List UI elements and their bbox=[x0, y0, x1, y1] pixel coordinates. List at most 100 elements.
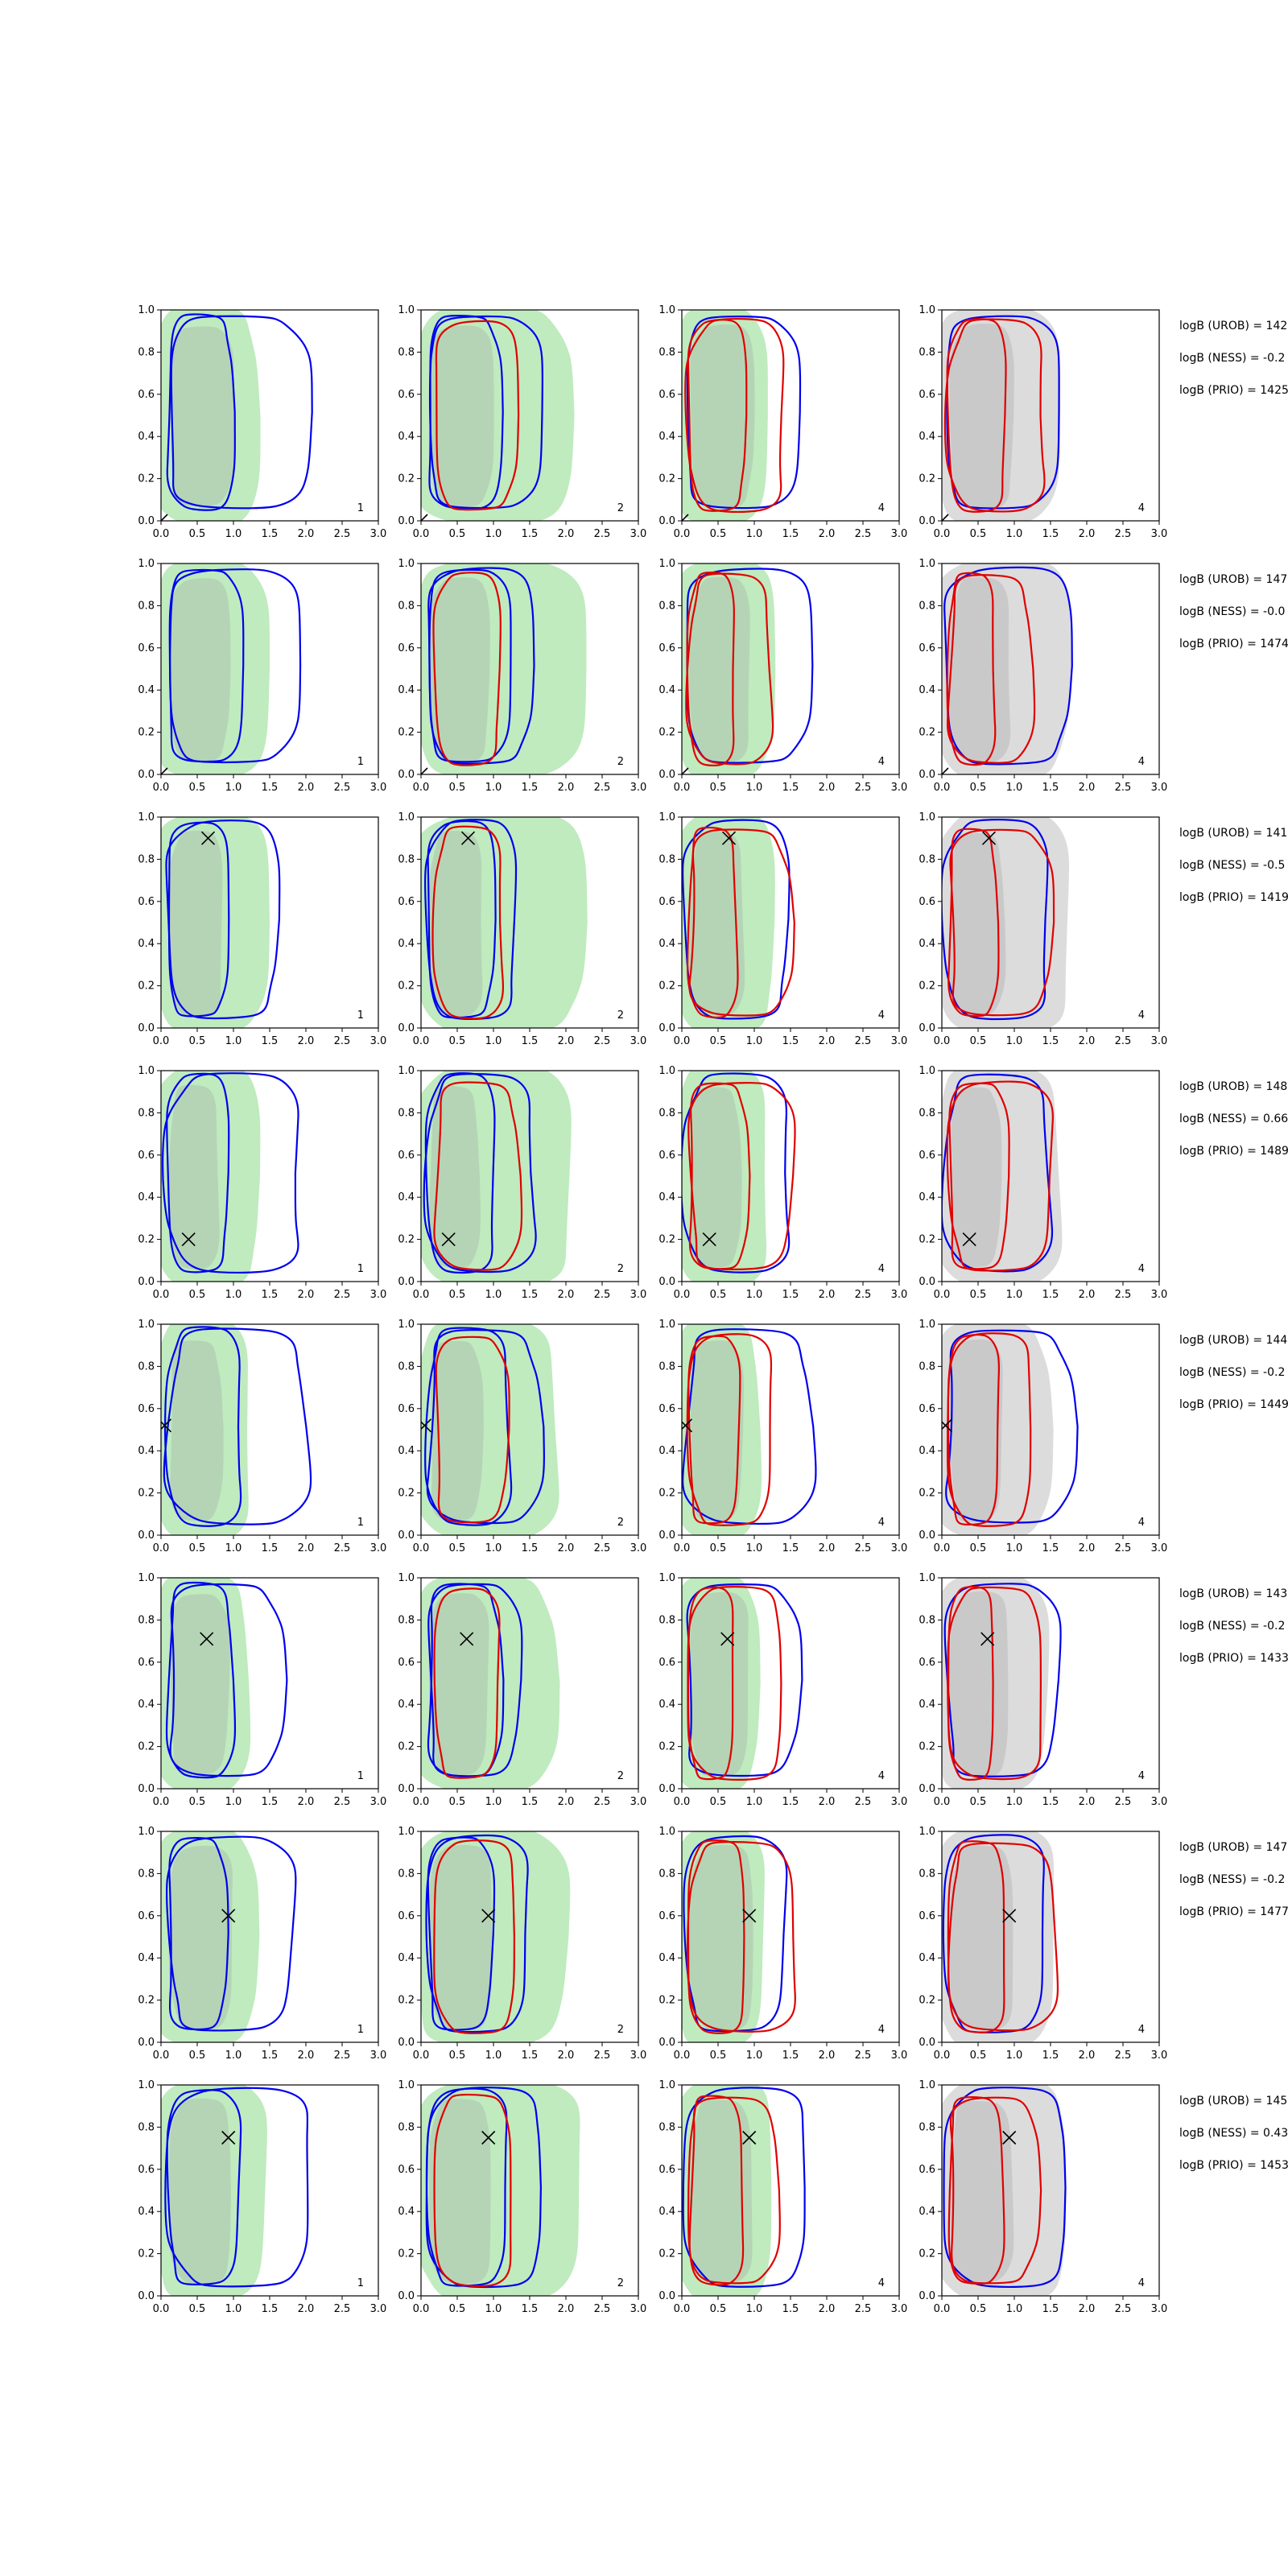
y-tick-label: 1.0 bbox=[138, 1065, 155, 1077]
y-tick-label: 1.0 bbox=[919, 2079, 935, 2091]
contour-blue-out bbox=[426, 1329, 545, 1525]
x-tick-label: 1.5 bbox=[1042, 1796, 1059, 1808]
contour-blue-out bbox=[425, 1834, 529, 2033]
x-tick-label: 3.0 bbox=[630, 782, 647, 794]
x-tick-label: 0.5 bbox=[189, 2303, 206, 2315]
x-tick-label: 1.0 bbox=[1006, 2303, 1023, 2315]
panel-r2-c1: 0.0 0.5 1.0 1.5 2.0 2.5 3.0 0.0 0.2 0.4 0.6 0.8 1.0 1 bbox=[138, 558, 386, 794]
panel-plot-area bbox=[421, 1578, 560, 1789]
x-tick-label: 1.5 bbox=[522, 2303, 539, 2315]
x-tick-label: 1.0 bbox=[485, 1542, 502, 1554]
stat-text: logB (PRIO) = 1489 bbox=[1179, 1145, 1288, 1158]
panel-plot-area bbox=[942, 2085, 1067, 2296]
x-tick-label: 0.0 bbox=[674, 1289, 691, 1301]
panel-r3-c4: 0.0 0.5 1.0 1.5 2.0 2.5 3.0 0.0 0.2 0.4 0.6 0.8 1.0 4 bbox=[919, 811, 1167, 1047]
marker-x bbox=[720, 1632, 735, 1646]
panel-index-label: 1 bbox=[357, 1009, 364, 1022]
contour-red-in bbox=[687, 1839, 745, 2034]
y-tick-label: 0.0 bbox=[919, 1530, 935, 1542]
y-tick-label: 0.6 bbox=[138, 1657, 155, 1669]
y-tick-label: 0.2 bbox=[398, 1741, 415, 1753]
y-tick-label: 0.4 bbox=[398, 2206, 415, 2218]
panel-r3-c1: 0.0 0.5 1.0 1.5 2.0 2.5 3.0 0.0 0.2 0.4 0.6 0.8 1.0 1 bbox=[138, 811, 386, 1047]
x-tick-label: 1.0 bbox=[485, 528, 502, 540]
x-tick-label: 0.0 bbox=[153, 1289, 170, 1301]
y-tick-label: 0.2 bbox=[919, 1995, 935, 2007]
y-tick-label: 0.2 bbox=[658, 2248, 675, 2260]
y-tick-label: 0.2 bbox=[658, 980, 675, 993]
x-tick-label: 0.5 bbox=[970, 2303, 987, 2315]
x-tick-label: 3.0 bbox=[891, 2303, 908, 2315]
core-region bbox=[428, 2099, 491, 2285]
x-tick-label: 0.0 bbox=[674, 2050, 691, 2062]
y-tick-label: 0.6 bbox=[138, 2164, 155, 2176]
panel-index-label: 2 bbox=[617, 502, 624, 514]
x-tick-label: 1.5 bbox=[782, 1035, 799, 1047]
stat-text: logB (NESS) = 0.66 bbox=[1179, 1113, 1288, 1125]
panel-index-label: 1 bbox=[357, 2024, 364, 2036]
filled-region bbox=[682, 1324, 762, 1535]
y-tick-label: 0.0 bbox=[658, 1276, 675, 1288]
panel-plot-area bbox=[942, 564, 1073, 774]
y-tick-label: 0.8 bbox=[138, 2121, 155, 2133]
y-tick-label: 0.8 bbox=[658, 1614, 675, 1626]
x-tick-label: 3.0 bbox=[630, 2050, 647, 2062]
stat-text: logB (PRIO) = 1425 bbox=[1179, 384, 1288, 397]
panel-r2-c2: 0.0 0.5 1.0 1.5 2.0 2.5 3.0 0.0 0.2 0.4 0.6 0.8 1.0 2 bbox=[398, 558, 646, 794]
contour-blue-in bbox=[682, 1072, 791, 1274]
x-tick-label: 0.5 bbox=[970, 1289, 987, 1301]
x-tick-label: 2.0 bbox=[819, 1796, 836, 1808]
y-tick-label: 0.4 bbox=[138, 938, 155, 950]
x-tick-label: 1.5 bbox=[522, 1289, 539, 1301]
filled-region bbox=[421, 817, 588, 1028]
marker-x bbox=[980, 1632, 995, 1646]
panel-plot-area bbox=[682, 817, 795, 1028]
y-tick-label: 0.6 bbox=[138, 389, 155, 401]
contour-red-out bbox=[687, 1586, 782, 1781]
x-tick-label: 0.0 bbox=[413, 1289, 430, 1301]
x-tick-label: 1.0 bbox=[225, 1289, 242, 1301]
y-tick-label: 0.4 bbox=[919, 1445, 935, 1457]
x-tick-label: 0.5 bbox=[970, 528, 987, 540]
x-tick-label: 0.5 bbox=[710, 2303, 727, 2315]
x-tick-label: 0.0 bbox=[934, 1542, 951, 1554]
y-tick-label: 0.8 bbox=[138, 1614, 155, 1626]
x-tick-label: 3.0 bbox=[891, 782, 908, 794]
contour-red-in bbox=[687, 2095, 745, 2286]
x-tick-label: 2.0 bbox=[1079, 1035, 1096, 1047]
x-tick-label: 2.0 bbox=[298, 528, 315, 540]
marker-x bbox=[200, 831, 216, 845]
contour-blue-in bbox=[945, 1329, 1079, 1524]
contour-red-in bbox=[688, 1082, 751, 1270]
x-tick-label: 1.0 bbox=[746, 782, 763, 794]
panel-r4-c4: 0.0 0.5 1.0 1.5 2.0 2.5 3.0 0.0 0.2 0.4 0.6 0.8 1.0 4 bbox=[919, 1065, 1167, 1301]
panel-r8-c1: 0.0 0.5 1.0 1.5 2.0 2.5 3.0 0.0 0.2 0.4 0.6 0.8 1.0 1 bbox=[138, 2079, 386, 2315]
y-tick-label: 0.4 bbox=[658, 1699, 675, 1711]
panel-r1-c1: 0.0 0.5 1.0 1.5 2.0 2.5 3.0 0.0 0.2 0.4 0.6 0.8 1.0 1 bbox=[138, 304, 386, 540]
x-tick-label: 0.5 bbox=[449, 1542, 466, 1554]
x-tick-label: 1.5 bbox=[1042, 782, 1059, 794]
x-tick-label: 0.0 bbox=[934, 2050, 951, 2062]
contour-blue-in bbox=[427, 819, 497, 1019]
contour-blue-out bbox=[424, 819, 518, 1020]
x-tick-label: 2.0 bbox=[819, 1289, 836, 1301]
x-tick-label: 2.0 bbox=[298, 2050, 315, 2062]
contour-red-out bbox=[947, 1586, 1042, 1781]
x-tick-label: 1.0 bbox=[225, 2050, 242, 2062]
y-tick-label: 0.8 bbox=[919, 1614, 935, 1626]
panel-index-label: 4 bbox=[1138, 1517, 1145, 1529]
y-tick-label: 0.0 bbox=[138, 2290, 155, 2302]
x-tick-label: 3.0 bbox=[370, 1289, 387, 1301]
x-tick-label: 2.0 bbox=[558, 1542, 575, 1554]
panel-r3-c3: 0.0 0.5 1.0 1.5 2.0 2.5 3.0 0.0 0.2 0.4 0.6 0.8 1.0 4 bbox=[658, 811, 907, 1047]
x-tick-label: 3.0 bbox=[1151, 1035, 1168, 1047]
x-tick-label: 0.5 bbox=[189, 2050, 206, 2062]
x-tick-label: 3.0 bbox=[630, 1289, 647, 1301]
x-tick-label: 1.5 bbox=[1042, 1542, 1059, 1554]
filled-region bbox=[682, 1578, 761, 1789]
x-tick-label: 2.5 bbox=[1115, 2303, 1132, 2315]
x-tick-label: 2.5 bbox=[334, 1796, 351, 1808]
x-tick-label: 2.0 bbox=[298, 1542, 315, 1554]
x-tick-label: 0.0 bbox=[934, 1289, 951, 1301]
contour-red-in bbox=[686, 572, 735, 766]
